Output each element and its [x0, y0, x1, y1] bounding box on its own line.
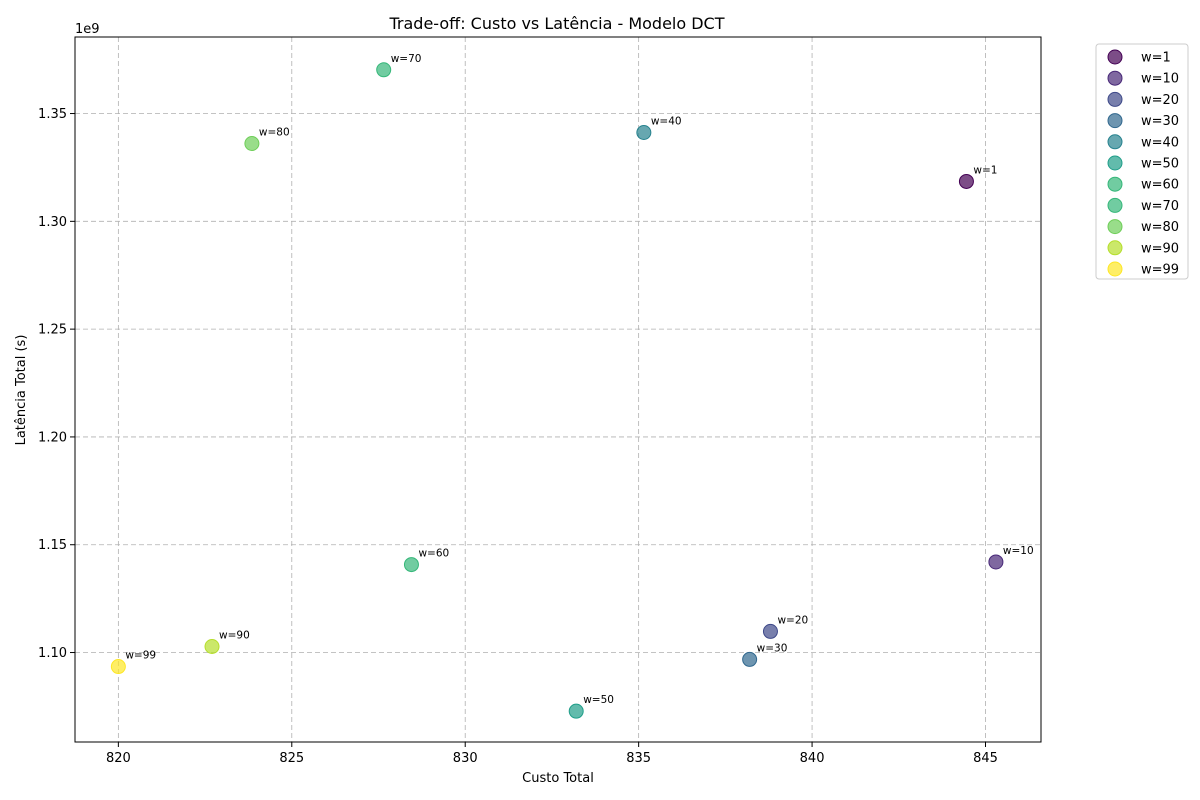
- y-tick-label: 1.30: [38, 215, 67, 230]
- point-annotation: w=1: [973, 164, 997, 176]
- x-tick-label: 835: [626, 751, 651, 766]
- legend-marker: [1107, 113, 1123, 129]
- legend-marker: [1107, 134, 1123, 150]
- point-annotation: w=90: [219, 629, 250, 641]
- point-annotations: w=1 w=10 w=20 w=30 w=40 w=50 w=60 w=70 w=80 w=90 w…: [125, 53, 1033, 706]
- legend-label: w=20: [1141, 93, 1179, 108]
- x-axis-label: Custo Total: [522, 771, 594, 786]
- point-annotation: w=60: [418, 548, 449, 560]
- y-tick-label: 1.10: [38, 646, 67, 661]
- y-tick-label: 1.20: [38, 430, 67, 445]
- legend-label: w=60: [1141, 178, 1179, 193]
- y-axis-label: Latência Total (s): [14, 335, 29, 446]
- legend-label: w=40: [1141, 135, 1179, 150]
- legend-label: w=80: [1141, 220, 1179, 235]
- grid: [75, 37, 1041, 742]
- legend-marker: [1107, 155, 1123, 171]
- data-points: [110, 62, 1004, 719]
- data-point: [636, 125, 652, 141]
- y-tick-label: 1.15: [38, 538, 67, 553]
- x-tick-label: 825: [279, 751, 304, 766]
- legend-label: w=10: [1141, 72, 1179, 87]
- legend-marker: [1107, 219, 1123, 235]
- x-tick-label: 820: [106, 751, 131, 766]
- legend-marker: [1107, 176, 1123, 192]
- data-point: [742, 651, 758, 667]
- x-tick-label: 840: [800, 751, 825, 766]
- point-annotation: w=70: [391, 53, 422, 65]
- legend: w=1 w=10 w=20 w=30 w=40 w=50 w=60 w=70 w=80 w=90 w…: [1095, 43, 1189, 280]
- legend-label: w=1: [1141, 51, 1171, 66]
- data-point: [762, 623, 778, 639]
- data-point: [568, 703, 584, 719]
- legend-marker: [1107, 70, 1123, 86]
- point-annotation: w=20: [777, 614, 808, 626]
- legend-label: w=99: [1141, 263, 1179, 278]
- data-point: [988, 554, 1004, 570]
- point-annotation: w=50: [583, 694, 614, 706]
- data-point: [110, 659, 126, 675]
- x-tick-label: 845: [973, 751, 998, 766]
- legend-marker: [1107, 240, 1123, 256]
- data-point: [204, 638, 220, 654]
- legend-marker: [1107, 197, 1123, 213]
- axis-ticks: 820 825 830 835 840 845 1.10 1.15 1.20 1.25 1.30 1.…: [38, 107, 998, 766]
- point-annotation: w=99: [125, 650, 156, 662]
- legend-marker: [1107, 91, 1123, 107]
- point-annotation: w=80: [259, 127, 290, 139]
- legend-marker: [1107, 49, 1123, 65]
- data-point: [403, 557, 419, 573]
- y-axis-offset-label: 1e9: [75, 22, 100, 37]
- data-point: [244, 136, 260, 152]
- legend-label: w=50: [1141, 157, 1179, 172]
- point-annotation: w=10: [1003, 545, 1034, 557]
- data-point: [376, 62, 392, 78]
- legend-label: w=30: [1141, 114, 1179, 129]
- point-annotation: w=30: [757, 642, 788, 654]
- chart-title: Trade-off: Custo vs Latência - Modelo DC…: [389, 14, 725, 33]
- point-annotation: w=40: [651, 116, 682, 128]
- x-tick-label: 830: [453, 751, 478, 766]
- y-tick-label: 1.35: [38, 107, 67, 122]
- legend-label: w=70: [1141, 199, 1179, 214]
- y-tick-label: 1.25: [38, 323, 67, 338]
- data-point: [958, 173, 974, 189]
- plot-area-frame: [74, 36, 1042, 743]
- legend-marker: [1107, 261, 1123, 277]
- legend-label: w=90: [1141, 241, 1179, 256]
